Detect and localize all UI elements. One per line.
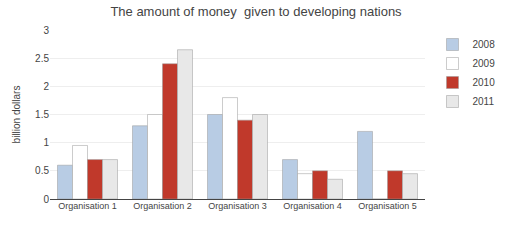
svg-text:billion dollars: billion dollars <box>11 86 22 144</box>
svg-text:0.5: 0.5 <box>35 165 49 176</box>
svg-text:Organisation 1: Organisation 1 <box>58 201 117 211</box>
svg-text:The amount of money given to: The amount of money given to developing … <box>110 4 402 19</box>
svg-text:3: 3 <box>43 25 49 36</box>
svg-text:Organisation 2: Organisation 2 <box>133 201 192 211</box>
svg-text:1: 1 <box>43 137 49 148</box>
svg-text:Organisation 3: Organisation 3 <box>208 201 267 211</box>
svg-text:1.5: 1.5 <box>35 109 49 120</box>
svg-text:2011: 2011 <box>473 96 495 107</box>
svg-text:2.5: 2.5 <box>35 53 49 64</box>
svg-text:2010: 2010 <box>473 77 496 88</box>
svg-text:2008: 2008 <box>473 39 496 50</box>
svg-text:Organisation 5: Organisation 5 <box>358 201 417 211</box>
svg-text:0: 0 <box>43 194 49 205</box>
svg-text:2009: 2009 <box>473 58 496 69</box>
svg-text:2: 2 <box>43 81 49 92</box>
svg-text:Organisation 4: Organisation 4 <box>283 201 342 211</box>
